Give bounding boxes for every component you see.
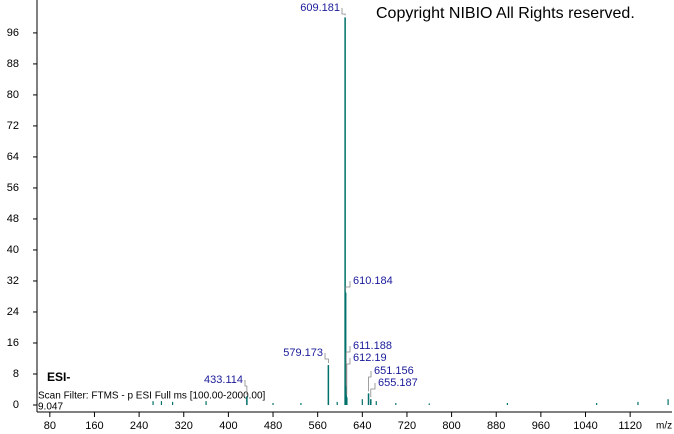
y-tick-label: 80 [7, 89, 19, 101]
x-tick-label: 400 [219, 420, 237, 432]
label-leader [368, 371, 372, 392]
x-tick-label: 320 [175, 420, 193, 432]
ionization: ESI- [47, 370, 70, 384]
x-tick-label: 560 [308, 420, 326, 432]
label-leader [345, 281, 351, 291]
scan-filter: Scan Filter: FTMS - p ESI Full ms [100.0… [38, 391, 266, 402]
peak-label: 612.19 [353, 352, 387, 364]
y-tick-label: 8 [13, 368, 19, 380]
x-tick-label: 880 [487, 420, 505, 432]
x-tick-label: 80 [44, 420, 56, 432]
y-tick-label: 88 [7, 58, 19, 70]
label-leader [346, 358, 351, 396]
peak-label: 651.156 [374, 365, 414, 377]
x-tick-label: 240 [130, 420, 148, 432]
y-tick-label: 56 [7, 182, 19, 194]
peak-label: 579.173 [283, 347, 323, 359]
peak-label: 609.181 [300, 2, 340, 14]
y-tick-label: 16 [7, 337, 19, 349]
y-tick-label: 96 [7, 27, 19, 39]
label-leader [244, 380, 248, 395]
y-tick-label: 40 [7, 244, 19, 256]
x-tick-label: 1120 [618, 420, 642, 432]
peak-label: 655.187 [378, 377, 418, 389]
x-tick-label: 640 [353, 420, 371, 432]
peak-label: 610.184 [353, 275, 393, 287]
y-tick-label: 72 [7, 120, 19, 132]
scale-note: 9.047 [38, 402, 63, 413]
y-tick-label: 0 [13, 399, 19, 411]
label-leader [345, 346, 351, 386]
x-axis-label: m/z [656, 421, 672, 432]
label-leader [341, 8, 346, 16]
x-tick-label: 960 [532, 420, 550, 432]
copyright: Copyright NIBIO All Rights reserved. [376, 5, 635, 22]
y-tick-label: 48 [7, 213, 19, 225]
peak-label: 433.114 [204, 374, 243, 386]
y-tick-label: 32 [7, 275, 19, 287]
y-tick-label: 24 [7, 306, 19, 318]
x-tick-label: 1040 [573, 420, 597, 432]
label-leader [370, 383, 376, 398]
x-tick-label: 160 [85, 420, 103, 432]
label-leader [324, 353, 329, 364]
peak-label: 611.188 [353, 340, 392, 352]
x-tick-label: 480 [264, 420, 282, 432]
y-tick-label: 64 [7, 151, 19, 163]
x-tick-label: 800 [442, 420, 460, 432]
x-tick-label: 720 [398, 420, 416, 432]
